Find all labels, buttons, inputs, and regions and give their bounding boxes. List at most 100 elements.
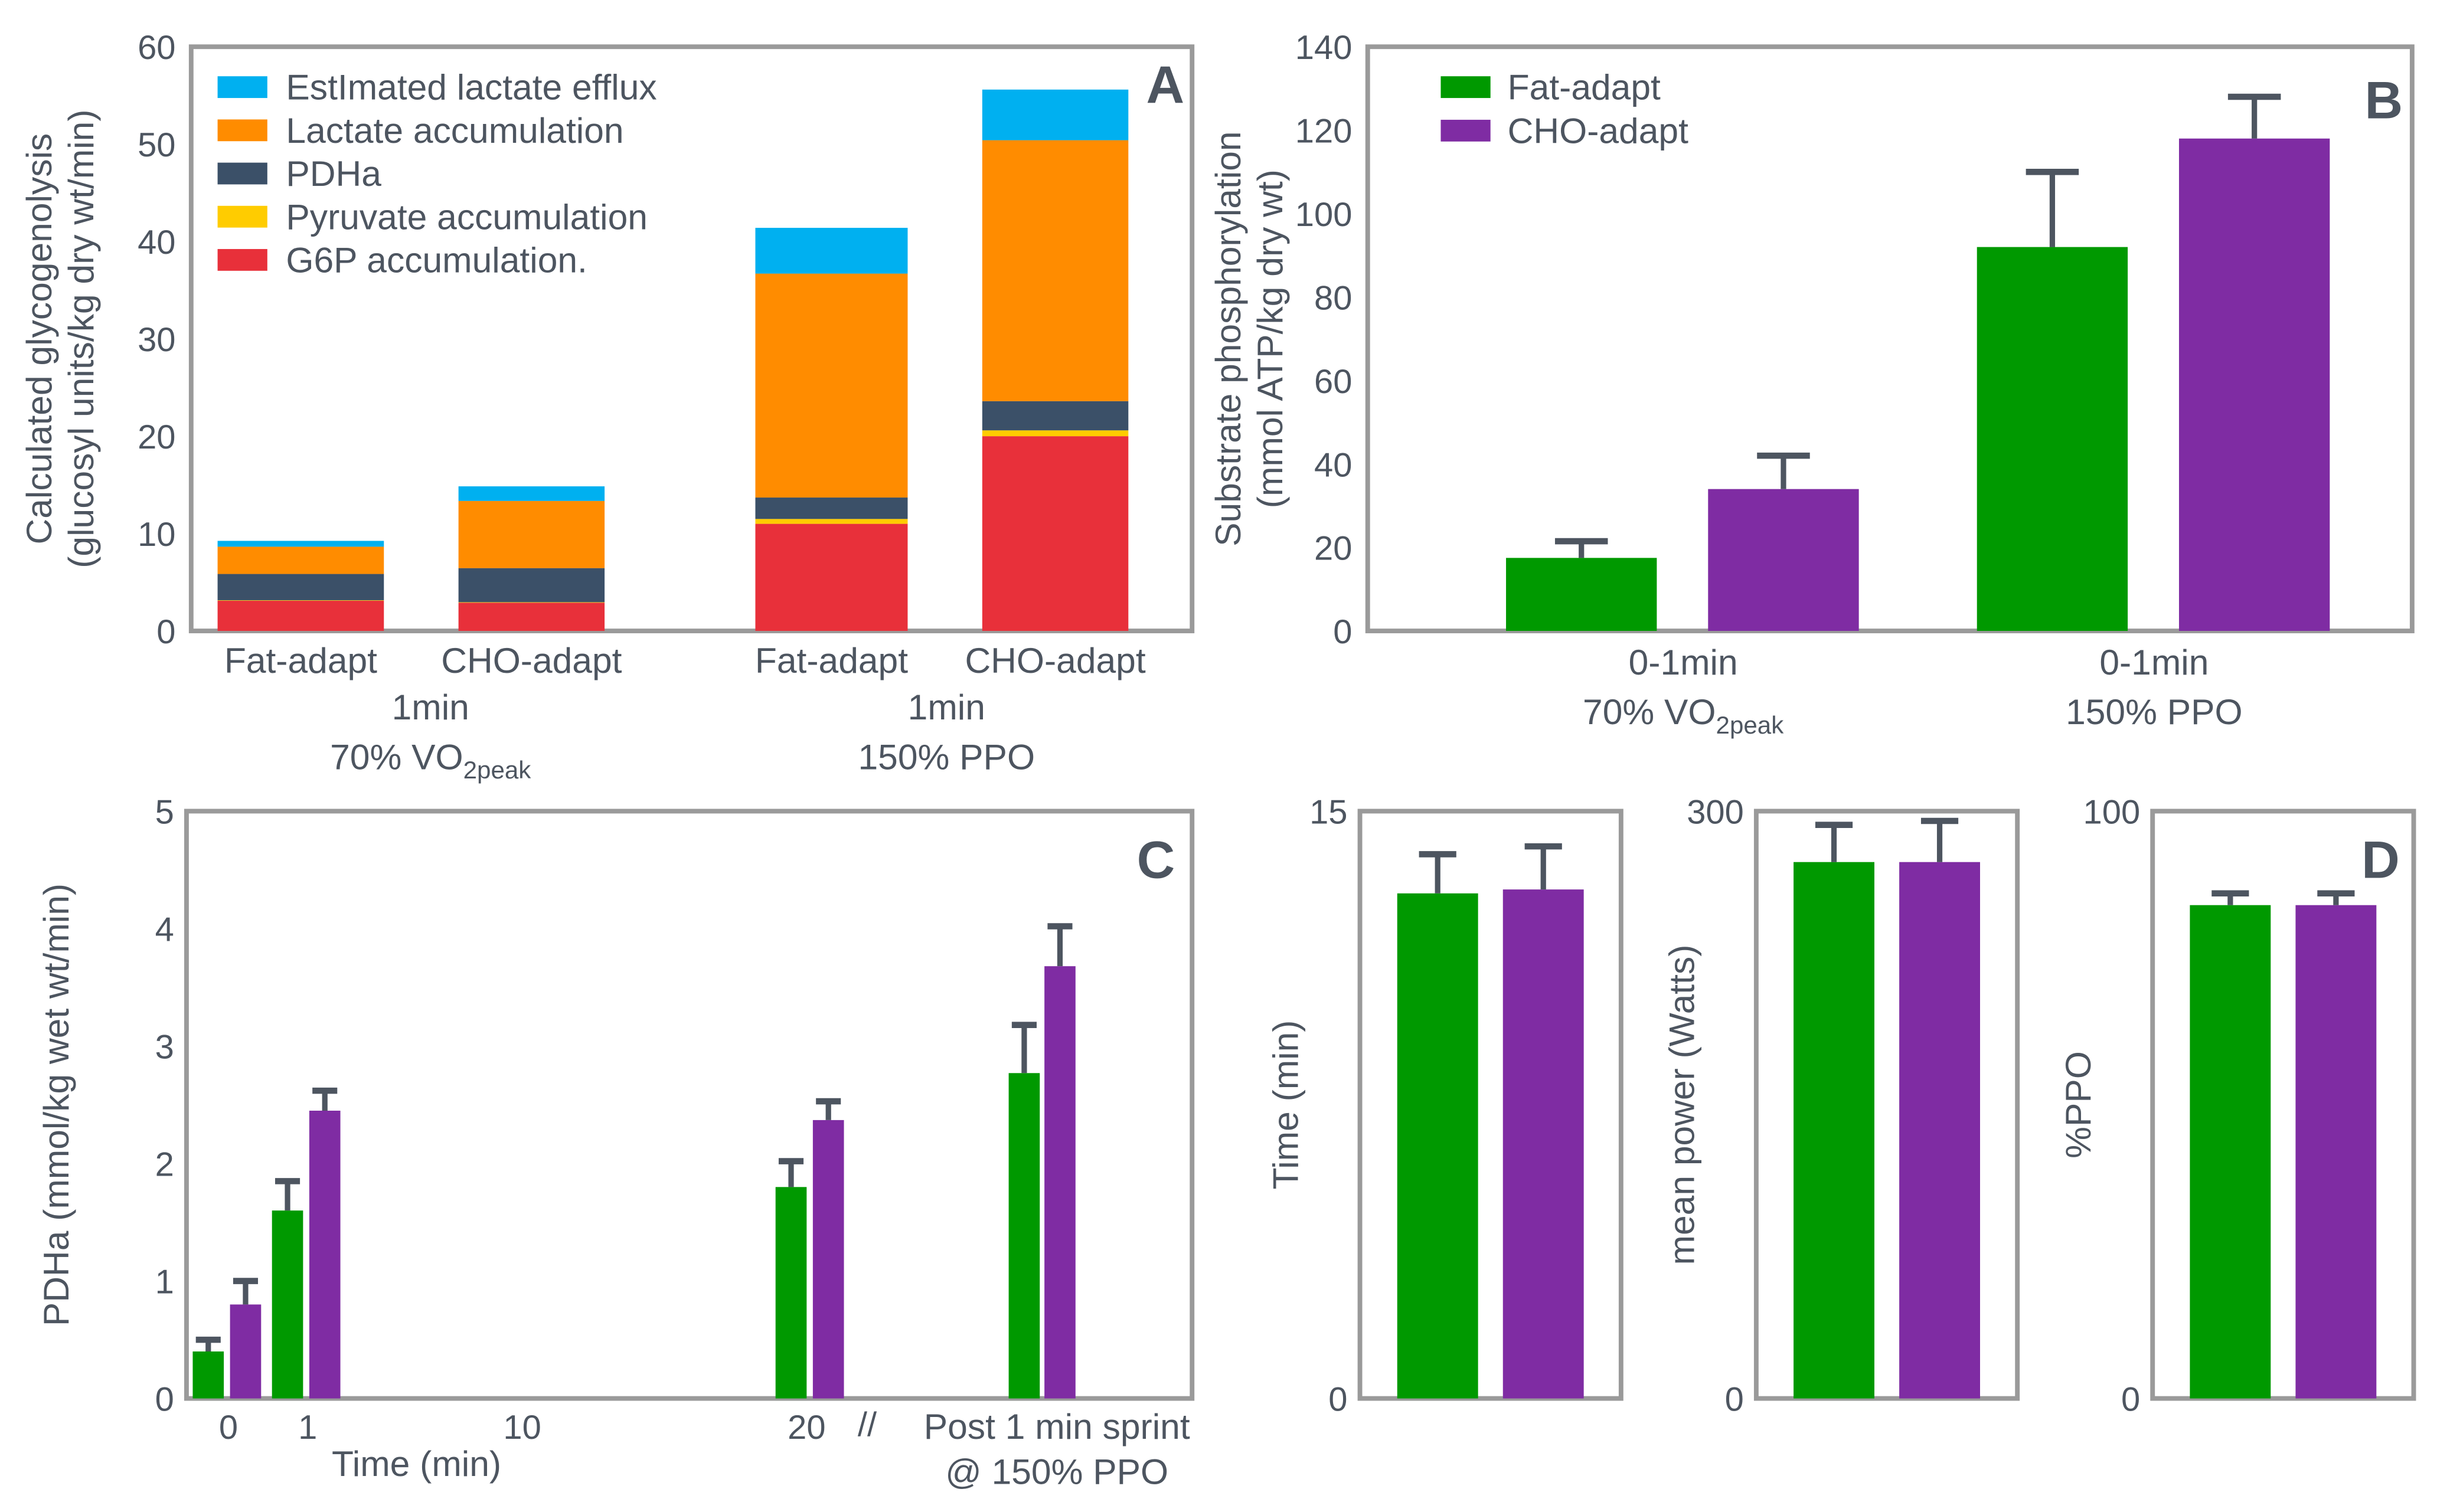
panel-b-ytick: 100 [1295, 196, 1353, 234]
panel-b-group-1-subscript: 2peak [1716, 711, 1785, 739]
panel-d-label: D [2361, 830, 2400, 889]
panel-c-xlabel: Time (min) [332, 1444, 501, 1484]
panel-a-frame [188, 44, 1195, 634]
legend-swatch-lactate [217, 119, 267, 142]
panel-c-ytick: 3 [155, 1029, 174, 1066]
panel-d-ylabel: mean power (Watts) [1662, 945, 1702, 1265]
panel-b-group-1-line1: 0-1min [1629, 642, 1738, 682]
bar-segment-lactate [217, 546, 384, 574]
legend-label: Fat-adapt [1508, 67, 1661, 107]
panel-c-frame [184, 809, 1195, 1401]
bar-cho [2178, 138, 2330, 631]
panel-b-label: B [2364, 70, 2403, 129]
legend-swatch-cho [1440, 119, 1491, 142]
bar-cho [1899, 862, 1980, 1399]
panel-c-ytick: 4 [155, 911, 174, 949]
bar-segment-efflux [458, 486, 605, 501]
panel-c-xtick: 10 [503, 1409, 541, 1446]
bar-segment-g6p [458, 603, 605, 631]
panel-b-ytick: 60 [1314, 363, 1352, 401]
panel-b-group-1-condition: 70% VO [1583, 692, 1716, 732]
legend-label: CHO-adapt [1508, 110, 1688, 150]
bar-segment-pdha [217, 574, 384, 601]
bar-fat [272, 1210, 303, 1399]
bar-segment-efflux [755, 228, 908, 274]
bar-segment-lactate [755, 273, 908, 498]
panel-b-frame [1365, 44, 2415, 634]
bar-fat [1397, 893, 1478, 1399]
legend-swatch-pyruvate [217, 205, 267, 228]
bar-segment-efflux [217, 541, 384, 547]
panel-b-group-1-line2: 70% VO2peak [1583, 692, 1784, 739]
bar-segment-pyruvate [982, 430, 1129, 437]
panel-a-group-2-line1: 1min [908, 687, 985, 727]
bar-segment-efflux [982, 89, 1129, 140]
panel-d-ytick: 300 [1687, 794, 1744, 832]
panel-a-category-label: CHO-adapt [965, 640, 1145, 680]
panel-d-ylabel: Time (min) [1265, 1020, 1305, 1190]
bar-fat [1506, 558, 1657, 631]
panel-c-post-label-2: @ 150% PPO [945, 1451, 1168, 1491]
panel-d-ytick: 100 [2083, 794, 2141, 832]
legend-swatch-pdha [217, 162, 267, 185]
panel-d-ylabel: %PPO [2058, 1051, 2098, 1158]
panel-b-ytick: 120 [1295, 113, 1353, 150]
panel-c-label: C [1137, 830, 1175, 889]
bar-segment-pyruvate [458, 602, 605, 603]
panel-d-ytick: 0 [1328, 1381, 1347, 1419]
panel-b-ylabel-1: Substrate phosphorylation [1208, 131, 1248, 546]
panel-d-frame-1 [1357, 809, 1623, 1401]
bar-segment-g6p [755, 523, 908, 631]
panel-b-ylabel-2: (mmol ATP/kg dry wt) [1250, 169, 1290, 508]
panel-a-category-label: Fat-adapt [755, 640, 908, 680]
bar-segment-pdha [755, 498, 908, 519]
panel-d-ytick: 0 [1725, 1381, 1744, 1419]
panel-c-post-label-1: Post 1 min sprint [924, 1406, 1190, 1446]
panel-b-ytick: 80 [1314, 279, 1352, 317]
bar-segment-pdha [982, 401, 1129, 431]
panel-a-ytick: 20 [138, 418, 175, 456]
bar-cho [1502, 889, 1584, 1399]
bar-cho [1044, 966, 1076, 1399]
panel-a-group-1-line1: 1min [392, 687, 469, 727]
panel-a-ylabel-2: (glucosyl units/kg dry wt/min) [61, 110, 101, 568]
bar-cho [230, 1304, 262, 1399]
panel-c-ytick: 1 [155, 1264, 174, 1301]
panel-b-ytick: 0 [1333, 613, 1352, 651]
panel-a-ytick: 50 [138, 126, 175, 164]
bar-fat [192, 1351, 224, 1399]
legend-label: PDHa [286, 153, 381, 194]
bar-fat [2190, 905, 2271, 1399]
bar-cho [812, 1120, 844, 1399]
axis-break-mark: // [858, 1406, 877, 1444]
panel-b-group-2-line1: 0-1min [2099, 642, 2209, 682]
panel-a-group-1-line2: 70% VO2peak [330, 737, 531, 784]
panel-a-ytick: 60 [138, 29, 175, 67]
panel-d-ytick: 15 [1309, 794, 1347, 832]
legend-label: Pyruvate accumulation [286, 197, 648, 237]
panel-a-group-2-condition: 150% PPO [858, 737, 1035, 777]
panel-c-ytick: 0 [155, 1381, 174, 1419]
bar-cho [1708, 489, 1859, 631]
panel-a-ytick: 40 [138, 224, 175, 261]
bar-fat [1008, 1073, 1040, 1399]
panel-a-label: A [1146, 55, 1184, 114]
legend-label: EstImated lactate efflux [286, 67, 656, 107]
panel-c-xtick: 0 [219, 1409, 238, 1446]
panel-b-group-2-line2: 150% PPO [2066, 692, 2243, 732]
panel-a-category-label: CHO-adapt [441, 640, 622, 680]
bar-fat [1794, 862, 1874, 1399]
bar-cho [309, 1110, 341, 1399]
panel-c-ytick: 2 [155, 1146, 174, 1184]
bar-cho [2295, 905, 2377, 1399]
panel-c-ylabel: PDHa (mmol/kg wet wt/min) [36, 883, 76, 1326]
panel-d-ytick: 0 [2121, 1381, 2140, 1419]
panel-c-xtick: 20 [788, 1409, 825, 1446]
panel-a-group-2-line2: 150% PPO [858, 737, 1035, 777]
panel-b-group-2-condition: 150% PPO [2066, 692, 2243, 732]
panel-a-ytick: 0 [156, 613, 175, 651]
legend-swatch-fat [1440, 76, 1491, 99]
panel-d-frame-2 [1753, 809, 2020, 1401]
panel-a-group-1-condition: 70% VO [330, 737, 463, 777]
